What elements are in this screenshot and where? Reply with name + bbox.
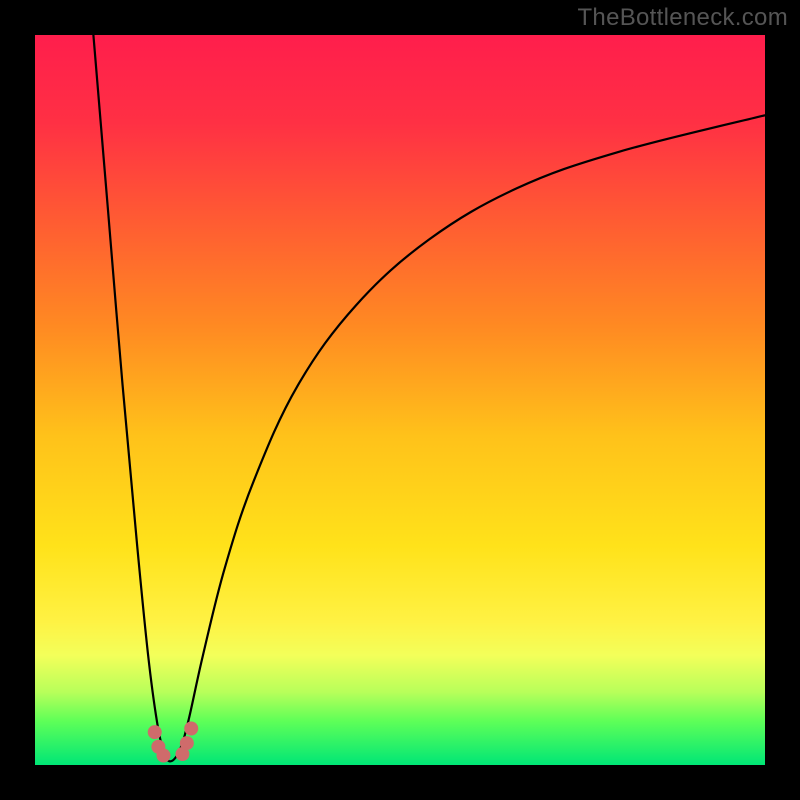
bottleneck-chart [0, 0, 800, 800]
curve-marker [184, 722, 198, 736]
chart-plot-bg [35, 35, 765, 765]
watermark-text: TheBottleneck.com [577, 4, 788, 32]
curve-marker [156, 749, 170, 763]
curve-marker [180, 736, 194, 750]
chart-container: TheBottleneck.com [0, 0, 800, 800]
curve-marker [148, 725, 162, 739]
